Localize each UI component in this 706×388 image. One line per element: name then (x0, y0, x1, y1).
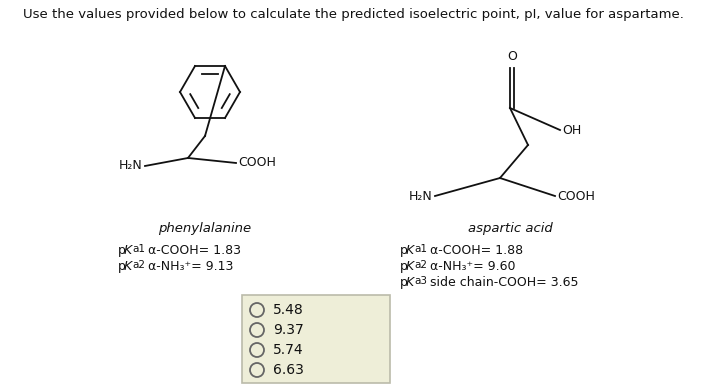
FancyBboxPatch shape (242, 295, 390, 383)
Text: OH: OH (562, 123, 581, 137)
Text: a1: a1 (132, 244, 145, 254)
Text: K: K (124, 244, 132, 257)
Text: 5.48: 5.48 (273, 303, 304, 317)
Text: aspartic acid: aspartic acid (467, 222, 552, 235)
Text: 5.74: 5.74 (273, 343, 304, 357)
Text: p: p (118, 260, 126, 273)
Text: K: K (406, 260, 414, 273)
Text: a2: a2 (132, 260, 145, 270)
Text: a1: a1 (414, 244, 427, 254)
Text: 9.37: 9.37 (273, 323, 304, 337)
Text: α-COOH= 1.83: α-COOH= 1.83 (144, 244, 241, 257)
Text: COOH: COOH (238, 156, 276, 170)
Text: a2: a2 (414, 260, 427, 270)
Text: O: O (507, 50, 517, 63)
Text: COOH: COOH (557, 189, 595, 203)
Text: H₂N: H₂N (409, 189, 433, 203)
Text: α-NH₃⁺= 9.13: α-NH₃⁺= 9.13 (144, 260, 234, 273)
Text: a3: a3 (414, 276, 427, 286)
Text: p: p (400, 276, 408, 289)
Text: p: p (400, 244, 408, 257)
Text: H₂N: H₂N (119, 159, 143, 173)
Text: side chain-COOH= 3.65: side chain-COOH= 3.65 (426, 276, 578, 289)
Text: phenylalanine: phenylalanine (158, 222, 251, 235)
Text: 6.63: 6.63 (273, 363, 304, 377)
Text: K: K (406, 244, 414, 257)
Text: p: p (400, 260, 408, 273)
Text: K: K (406, 276, 414, 289)
Text: α-NH₃⁺= 9.60: α-NH₃⁺= 9.60 (426, 260, 515, 273)
Text: Use the values provided below to calculate the predicted isoelectric point, pI, : Use the values provided below to calcula… (23, 8, 683, 21)
Text: p: p (118, 244, 126, 257)
Text: α-COOH= 1.88: α-COOH= 1.88 (426, 244, 523, 257)
Text: K: K (124, 260, 132, 273)
